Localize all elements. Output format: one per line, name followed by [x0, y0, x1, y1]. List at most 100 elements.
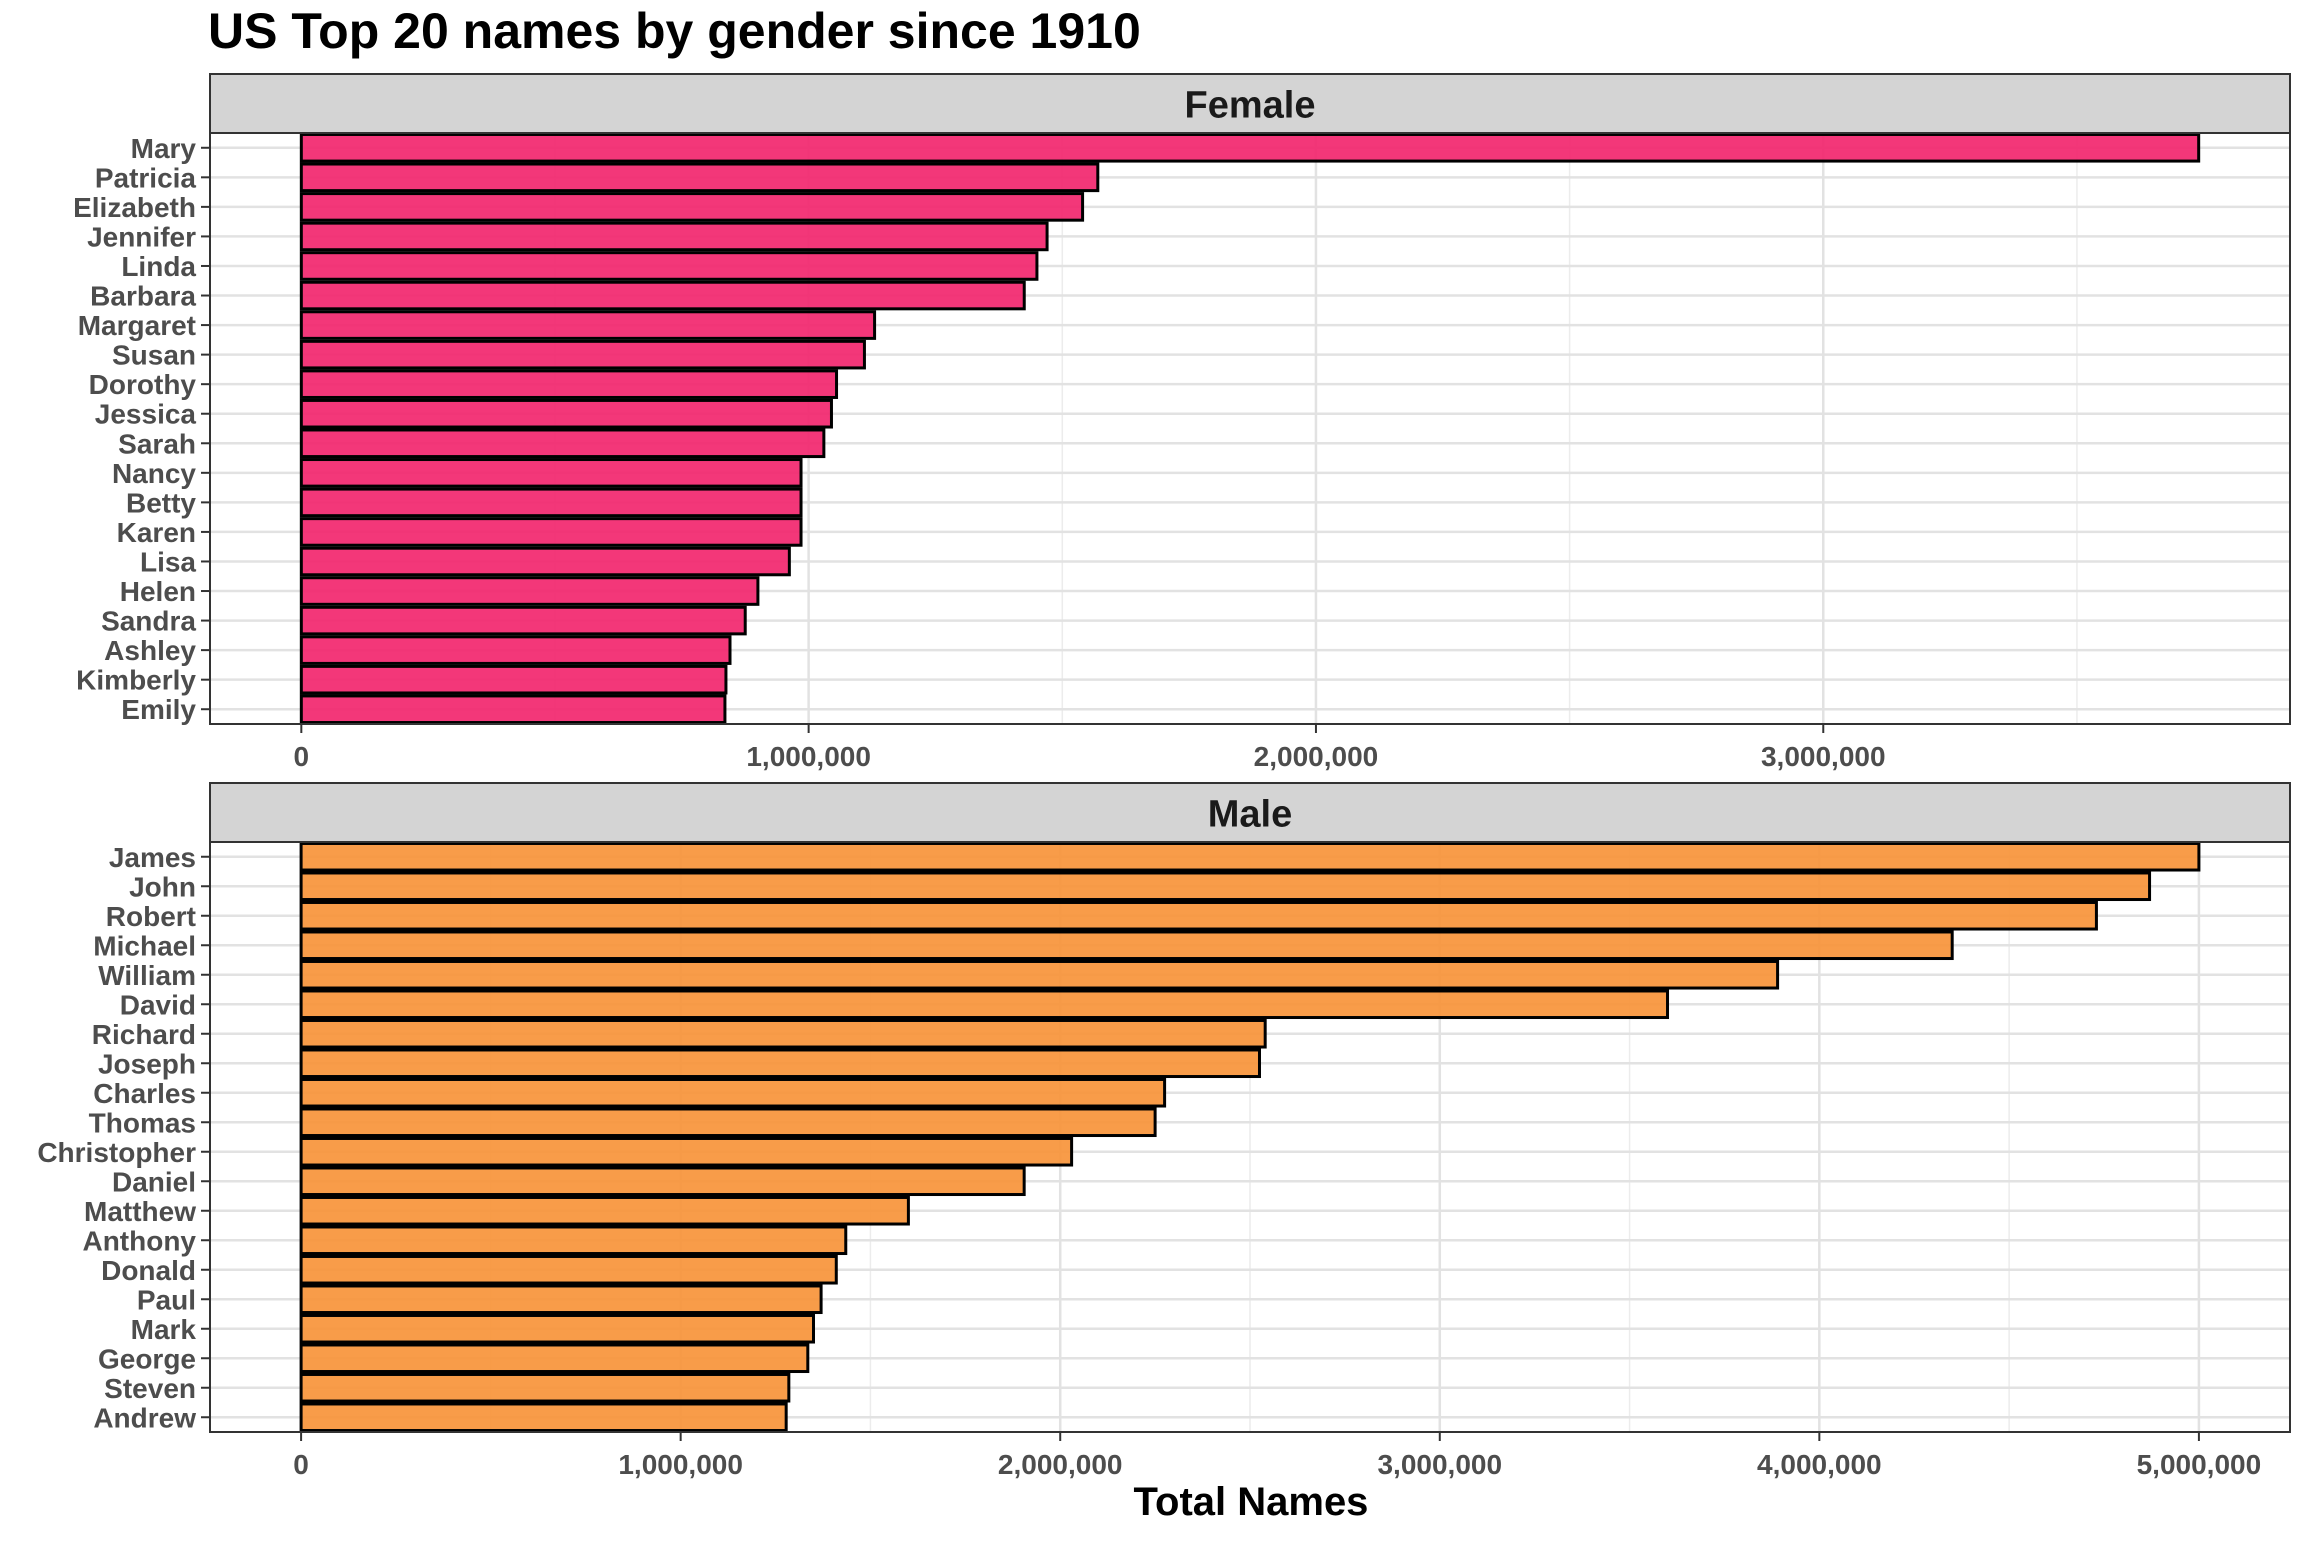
x-tick-label: 3,000,000	[1377, 1449, 1502, 1480]
x-tick-label: 4,000,000	[1757, 1449, 1882, 1480]
bar-linda	[299, 251, 1039, 281]
y-tick-label: Michael	[93, 930, 196, 961]
x-tick-label: 0	[293, 1449, 309, 1480]
bar-ashley	[299, 635, 732, 665]
y-tick-label: Barbara	[90, 281, 196, 312]
y-tick-label: Sarah	[118, 428, 196, 459]
x-axis: 0 1,000,000 2,000,000 3,000,000	[294, 724, 1886, 772]
bar-christopher	[299, 1136, 1074, 1167]
bar-matthew	[299, 1195, 910, 1226]
y-tick-label: Charles	[93, 1078, 196, 1109]
y-tick-label: Patricia	[95, 162, 197, 193]
bar-karen	[299, 517, 803, 547]
panels: Female MaryPatriciaElizabethJenniferLinda…	[37, 73, 2291, 1480]
bar-patricia	[299, 162, 1100, 193]
x-tick-label: 0	[294, 741, 310, 772]
y-tick-label: Matthew	[84, 1196, 196, 1227]
y-tick-label: Linda	[121, 251, 196, 282]
bar-michael	[299, 930, 1954, 961]
x-tick-label: 1,000,000	[618, 1449, 743, 1480]
x-tick-label: 3,000,000	[1761, 741, 1886, 772]
y-tick-label: Paul	[137, 1284, 196, 1315]
bar-james	[299, 841, 2201, 872]
bar-helen	[299, 576, 760, 606]
bar-thomas	[299, 1107, 1157, 1138]
y-tick-label: William	[98, 960, 196, 991]
bar-john	[299, 871, 2152, 902]
y-tick-label: Robert	[106, 901, 196, 932]
y-tick-label: Susan	[112, 340, 196, 371]
bar-susan	[299, 339, 866, 370]
bar-william	[299, 959, 1780, 990]
bar-jennifer	[299, 221, 1049, 252]
y-tick-label: Margaret	[78, 310, 196, 341]
bar-sarah	[299, 428, 826, 459]
bar-david	[299, 989, 1670, 1020]
y-tick-label: Betty	[126, 487, 196, 518]
y-axis: MaryPatriciaElizabethJenniferLindaBarbar…	[73, 133, 210, 725]
bar-anthony	[299, 1225, 848, 1256]
panel-female: Female MaryPatriciaElizabethJenniferLinda…	[73, 73, 2291, 772]
y-tick-label: James	[109, 842, 196, 873]
bar-daniel	[299, 1166, 1026, 1197]
y-tick-label: David	[120, 989, 196, 1020]
y-tick-label: Elizabeth	[73, 192, 196, 223]
y-tick-label: Sandra	[101, 606, 196, 637]
x-tick-label: 2,000,000	[1254, 741, 1379, 772]
bar-barbara	[299, 280, 1026, 311]
x-axis-label: Total Names	[1134, 1480, 1369, 1524]
bar-elizabeth	[299, 192, 1085, 222]
bar-emily	[299, 694, 727, 725]
bar-lisa	[299, 546, 791, 577]
bar-kimberly	[299, 664, 728, 695]
bar-mary	[299, 132, 2201, 163]
panel-border	[209, 841, 2291, 1433]
bars	[299, 841, 2201, 1433]
strip-label: Male	[1208, 794, 1292, 836]
bar-mark	[299, 1313, 816, 1344]
y-tick-label: Emily	[121, 694, 196, 725]
y-tick-label: Donald	[101, 1255, 196, 1286]
bar-andrew	[299, 1402, 788, 1433]
y-tick-label: Christopher	[37, 1137, 196, 1168]
bars	[299, 132, 2201, 725]
bar-nancy	[299, 458, 803, 488]
y-tick-label: Jennifer	[87, 221, 196, 252]
y-tick-label: Helen	[120, 576, 196, 607]
x-axis: 0 1,000,000 2,000,000 3,000,000 4,000,000 5,0…	[293, 1432, 2261, 1480]
y-tick-label: Mary	[131, 133, 197, 164]
bar-jessica	[299, 398, 833, 429]
y-tick-label: Jessica	[95, 399, 197, 430]
bar-paul	[299, 1284, 823, 1315]
chart-title: US Top 20 names by gender since 1910	[208, 3, 1141, 59]
bar-steven	[299, 1372, 791, 1403]
y-tick-label: Joseph	[98, 1048, 196, 1079]
bar-george	[299, 1343, 810, 1374]
y-tick-label: Lisa	[140, 546, 196, 577]
bar-margaret	[299, 310, 877, 340]
panel-male: Male JamesJohnRobertMichaelWilliamDavidRi…	[37, 782, 2291, 1480]
bar-dorothy	[299, 369, 839, 399]
x-tick-label: 5,000,000	[2137, 1449, 2262, 1480]
y-tick-label: Richard	[92, 1019, 196, 1050]
y-axis: JamesJohnRobertMichaelWilliamDavidRichar…	[37, 842, 210, 1433]
y-tick-label: Kimberly	[76, 665, 196, 696]
bar-charles	[299, 1077, 1167, 1108]
y-tick-label: Dorothy	[89, 369, 197, 400]
y-tick-label: Daniel	[112, 1166, 196, 1197]
strip-background	[209, 73, 2291, 134]
y-tick-label: Thomas	[89, 1107, 196, 1138]
strip-label: Female	[1185, 85, 1316, 127]
y-tick-label: Andrew	[93, 1402, 196, 1433]
bar-robert	[299, 900, 2098, 931]
panel-border	[209, 132, 2291, 725]
bar-richard	[299, 1018, 1267, 1049]
bar-joseph	[299, 1048, 1261, 1079]
bar-sandra	[299, 605, 747, 636]
bar-betty	[299, 487, 803, 518]
x-tick-label: 1,000,000	[746, 741, 871, 772]
x-tick-label: 2,000,000	[998, 1449, 1123, 1480]
y-tick-label: Mark	[131, 1314, 197, 1345]
